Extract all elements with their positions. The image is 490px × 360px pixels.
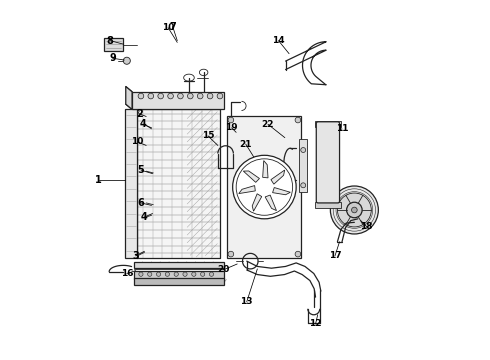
Circle shape [165, 272, 170, 276]
Text: 6: 6 [138, 198, 144, 208]
Text: 19: 19 [225, 123, 238, 132]
Circle shape [188, 93, 193, 99]
Circle shape [207, 93, 213, 99]
Circle shape [338, 193, 371, 227]
Circle shape [295, 251, 301, 257]
Polygon shape [244, 171, 260, 182]
Circle shape [177, 93, 183, 99]
Bar [137, 109, 220, 258]
Circle shape [183, 272, 187, 276]
Text: 13: 13 [241, 297, 253, 306]
Circle shape [228, 251, 234, 257]
Text: 22: 22 [262, 120, 274, 129]
FancyBboxPatch shape [316, 122, 340, 203]
Circle shape [174, 272, 178, 276]
Bar [134, 262, 224, 268]
Bar [315, 121, 341, 127]
Text: 17: 17 [329, 251, 341, 260]
Text: 15: 15 [202, 131, 214, 140]
Text: 1: 1 [95, 175, 102, 185]
Bar [227, 117, 301, 258]
Text: 8: 8 [107, 36, 114, 46]
Circle shape [147, 272, 152, 276]
Text: 3: 3 [132, 251, 139, 261]
Bar [132, 92, 224, 109]
Circle shape [148, 93, 154, 99]
Bar [104, 38, 123, 51]
Text: 18: 18 [361, 222, 373, 231]
Text: 20: 20 [217, 265, 229, 274]
Text: 14: 14 [272, 36, 285, 45]
Text: 2: 2 [136, 109, 143, 119]
Circle shape [158, 93, 164, 99]
Polygon shape [239, 185, 255, 194]
Circle shape [301, 148, 306, 153]
Text: 5: 5 [138, 165, 144, 175]
Circle shape [139, 272, 143, 276]
Circle shape [330, 186, 378, 234]
Circle shape [301, 183, 306, 188]
Circle shape [123, 57, 130, 64]
Text: 9: 9 [109, 53, 116, 63]
Text: 7: 7 [170, 22, 176, 32]
Text: 16: 16 [121, 269, 133, 278]
Text: 21: 21 [240, 140, 252, 149]
Circle shape [254, 177, 274, 197]
Polygon shape [265, 195, 276, 211]
Polygon shape [126, 86, 132, 109]
Circle shape [259, 182, 270, 193]
Circle shape [346, 202, 362, 218]
Text: 4: 4 [141, 212, 148, 222]
Circle shape [192, 272, 196, 276]
Text: 10: 10 [162, 23, 174, 32]
Polygon shape [271, 170, 285, 184]
Text: 12: 12 [309, 319, 322, 328]
Bar [299, 139, 307, 192]
Bar [315, 202, 341, 208]
Text: 11: 11 [336, 124, 348, 133]
Bar [134, 278, 224, 285]
Polygon shape [263, 161, 268, 178]
Circle shape [228, 117, 234, 123]
Circle shape [233, 155, 296, 219]
Circle shape [168, 93, 173, 99]
Polygon shape [252, 194, 262, 211]
Text: 4: 4 [139, 119, 146, 129]
Text: 10: 10 [131, 138, 144, 147]
Circle shape [217, 93, 223, 99]
Circle shape [351, 207, 357, 213]
Circle shape [197, 93, 203, 99]
Circle shape [295, 117, 301, 123]
Circle shape [209, 272, 214, 276]
Bar [125, 109, 137, 258]
Circle shape [200, 272, 205, 276]
Bar [134, 271, 224, 279]
Circle shape [138, 93, 144, 99]
Circle shape [156, 272, 161, 276]
Polygon shape [272, 188, 291, 195]
